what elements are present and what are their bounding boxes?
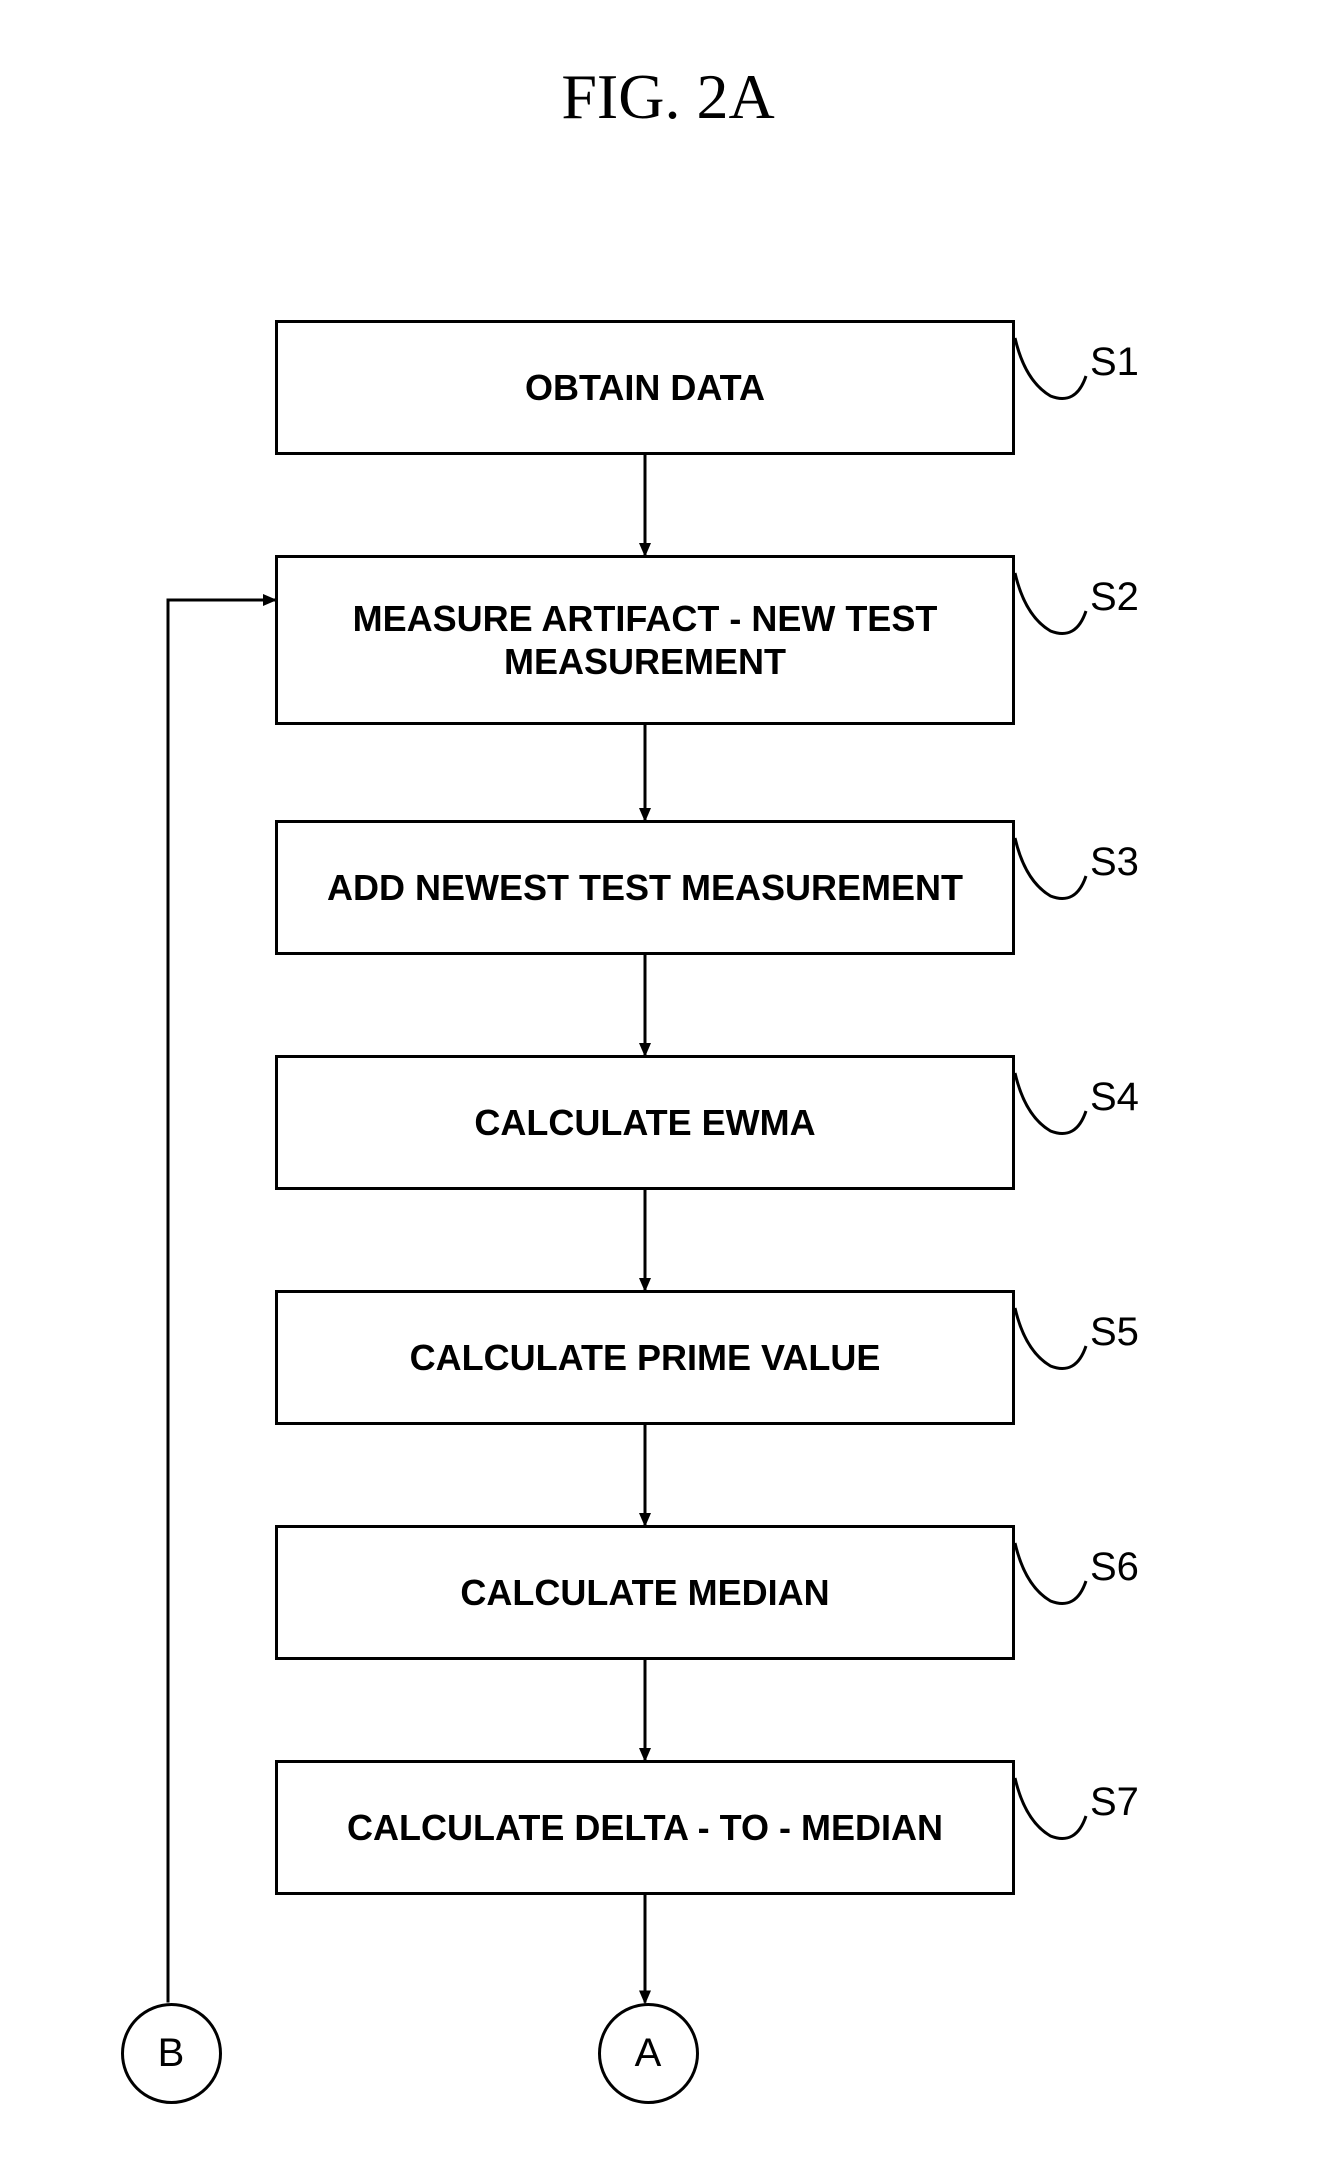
step-label-leader <box>1015 1778 1086 1839</box>
feedback-arrow-b-to-s2 <box>168 600 275 2003</box>
step-label-leader <box>1015 1543 1086 1604</box>
step-label-leader <box>1015 573 1086 634</box>
flow-arrows-overlay <box>0 0 1336 2168</box>
step-label-leader <box>1015 838 1086 899</box>
step-label-leader <box>1015 1073 1086 1134</box>
step-label-leader <box>1015 1308 1086 1369</box>
step-label-leader <box>1015 338 1086 399</box>
